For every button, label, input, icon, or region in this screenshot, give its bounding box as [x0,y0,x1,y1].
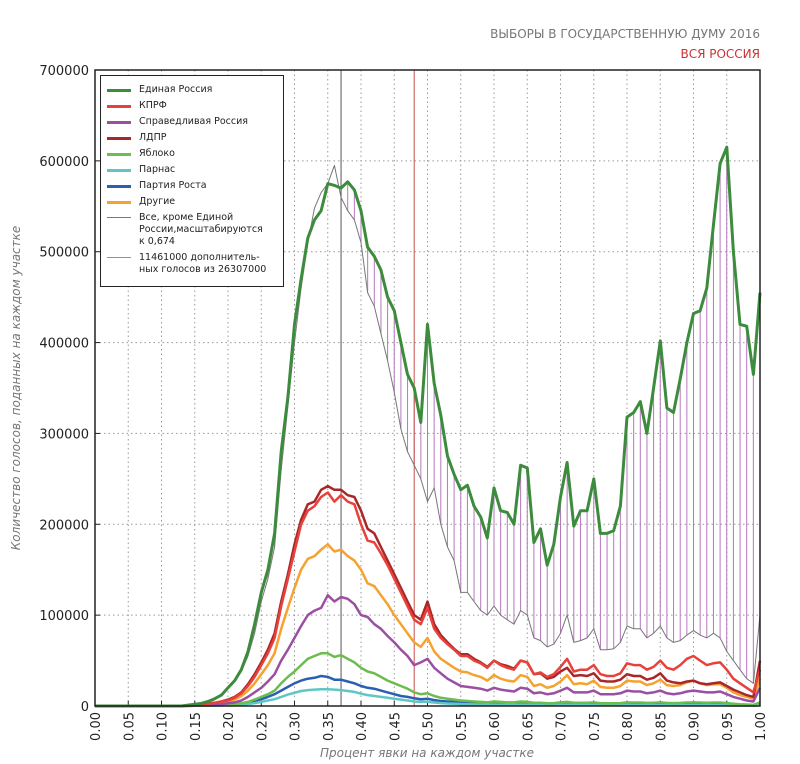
legend-label: Парнас [139,164,176,175]
y-axis-label: Количество голосов, поданных на каждом у… [9,226,23,551]
legend-label: Другие [139,196,176,207]
plot-frame [94,69,761,707]
legend-item: Справедливая Россия [101,116,283,128]
x-tick-label: 1.00 [754,712,769,741]
x-tick-label: 0.70 [555,712,570,741]
legend-label: Все, кроме Единой России,масштабируются … [139,212,263,247]
legend-item: Парнас [101,164,283,176]
legend-swatch [107,105,131,108]
x-tick-label: 0.15 [189,712,204,741]
x-tick-label: 0.85 [654,712,669,741]
legend-swatch [107,137,131,140]
x-tick-label: 0.05 [122,712,137,741]
chart-subtitle: ВСЯ РОССИЯ [680,47,760,61]
y-tick-label: 200000 [39,518,89,533]
legend-item: Партия Роста [101,180,283,192]
x-tick-label: 0.90 [688,712,703,741]
chart-title: ВЫБОРЫ В ГОСУДАРСТВЕННУЮ ДУМУ 2016 [490,27,760,41]
legend-label: 11461000 дополнитель- ных голосов из 263… [139,252,267,275]
x-tick-label: 0.50 [422,712,437,741]
legend-swatch [107,121,131,124]
x-tick-label: 0.40 [355,712,370,741]
legend-item: Другие [101,196,283,208]
legend-swatch [107,201,131,204]
x-tick-label: 0.10 [156,712,171,741]
x-tick-label: 0.35 [322,712,337,741]
x-tick-label: 0.20 [222,712,237,741]
x-axis-label: Процент явки на каждом участке [320,746,534,760]
x-tick-label: 0.25 [255,712,270,741]
x-tick-label: 0.80 [621,712,636,741]
legend-label: Партия Роста [139,180,207,191]
legend-item: 11461000 дополнитель- ных голосов из 263… [101,252,283,276]
x-tick-label: 0.30 [289,712,304,741]
legend-swatch [107,153,131,156]
x-tick-label: 0.45 [388,712,403,741]
series-line [95,491,762,708]
legend-label: КПРФ [139,100,167,111]
x-tick-label: 0.95 [721,712,736,741]
legend-item: КПРФ [101,100,283,112]
legend-label: Справедливая Россия [139,116,248,127]
legend-item: ЛДПР [101,132,283,144]
legend-label: Единая Россия [139,84,213,95]
x-tick-label: 0.60 [488,712,503,741]
y-tick-label: 400000 [39,337,89,352]
y-tick-label: 300000 [39,427,89,442]
legend: Единая Россия КПРФ Справедливая Россия ЛДПР… [100,75,284,287]
legend-swatch [107,185,131,188]
x-tick-label: 0.55 [455,712,470,741]
series-line [95,145,762,708]
legend-label: Яблоко [139,148,175,159]
y-tick-label: 0 [81,700,89,715]
legend-item: Яблоко [101,148,283,160]
x-tick-label: 0.65 [521,712,536,741]
x-tick-label: 0.00 [89,712,104,741]
legend-swatch [107,89,131,92]
legend-swatch [107,257,131,258]
legend-swatch [107,217,131,218]
legend-item: Единая Россия [101,84,283,96]
legend-swatch [107,169,131,172]
y-tick-label: 700000 [39,64,89,79]
x-tick-label: 0.75 [588,712,603,741]
y-tick-label: 500000 [39,246,89,261]
y-tick-label: 600000 [39,155,89,170]
legend-item: Все, кроме Единой России,масштабируются … [101,212,283,248]
y-tick-label: 100000 [39,609,89,624]
legend-label: ЛДПР [139,132,167,143]
